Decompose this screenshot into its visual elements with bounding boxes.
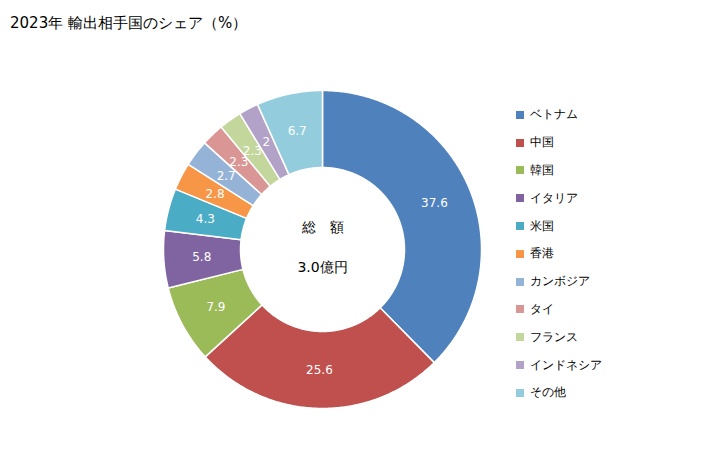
- html-text:米国: 米国: [530, 218, 554, 233]
- html-text:2023年 輸出相手国のシェア（%）: 2023年 輸出相手国のシェア（%）: [10, 14, 248, 32]
- html-text:香港: 香港: [530, 246, 554, 261]
- svg-text:4.3: 4.3: [196, 212, 215, 226]
- svg-text:総 額: 総 額: [301, 219, 344, 235]
- html-text:フランス: フランス: [530, 329, 578, 344]
- html-text:韓国: 韓国: [530, 163, 554, 177]
- svg-text:25.6: 25.6: [306, 363, 333, 377]
- html-text:イタリア: イタリア: [530, 190, 578, 205]
- svg-text:37.6: 37.6: [421, 196, 448, 210]
- html-text:カンボジア: カンボジア: [530, 274, 590, 289]
- html-text:タイ: タイ: [530, 302, 554, 316]
- html-text:その他: その他: [530, 385, 566, 400]
- svg-text:5.8: 5.8: [192, 250, 211, 264]
- svg-text:7.9: 7.9: [206, 300, 225, 314]
- svg-text:3.0億円: 3.0億円: [297, 259, 347, 275]
- svg-text:2.3: 2.3: [229, 154, 249, 169]
- svg-text:2.3: 2.3: [243, 144, 262, 158]
- svg-text:2: 2: [262, 135, 270, 149]
- html-text:中国: 中国: [530, 135, 554, 150]
- svg-text:2.7: 2.7: [217, 169, 236, 183]
- html-text:インドネシア: インドネシア: [530, 357, 602, 372]
- svg-text:2.8: 2.8: [205, 187, 224, 201]
- svg-text:6.7: 6.7: [288, 124, 307, 138]
- html-text:ベトナム: ベトナム: [530, 107, 578, 122]
